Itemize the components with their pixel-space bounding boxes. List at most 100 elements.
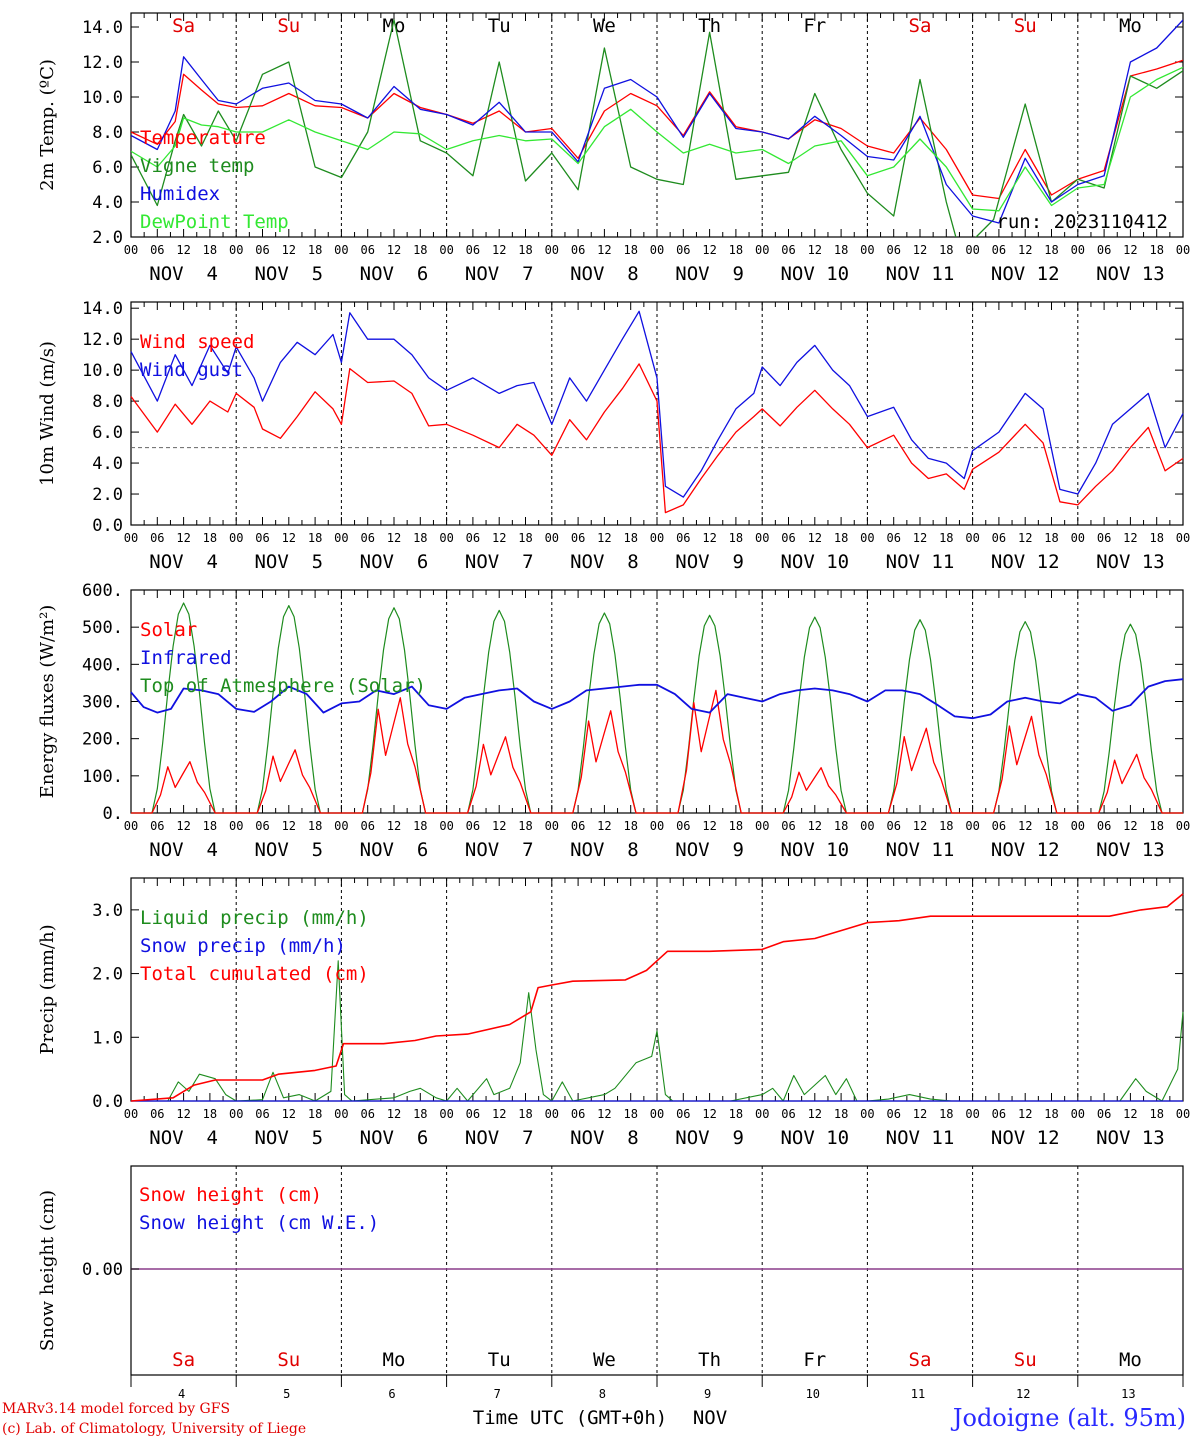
hour-tick-label: 12 (387, 531, 401, 545)
hour-tick-label: 00 (1176, 243, 1190, 257)
hour-tick-label: 06 (466, 243, 480, 257)
hour-tick-label: 12 (387, 1107, 401, 1121)
hour-tick-label: 12 (176, 819, 190, 833)
date-label: NOV 7 (465, 1127, 534, 1149)
series-line-wind-speed (130, 363, 1184, 514)
weekday-label: We (593, 1349, 616, 1371)
y-tick-label: 0.0 (92, 1092, 123, 1112)
hour-tick-label: 12 (913, 243, 927, 257)
hour-tick-label: 18 (939, 531, 953, 545)
hour-tick-label: 18 (623, 819, 637, 833)
y-axis-label: 10m Wind (m/s) (37, 341, 58, 486)
series-line-wind-gust (130, 310, 1184, 498)
y-tick-label: 2.0 (92, 485, 123, 505)
series-group (131, 19, 1183, 237)
y-tick-label: 10.0 (82, 361, 123, 381)
hour-tick-label: 00 (1176, 1107, 1190, 1121)
date-label: NOV 12 (991, 1127, 1060, 1149)
hour-tick-label: 00 (229, 531, 243, 545)
panel-frame (130, 12, 1184, 238)
hour-tick-label: 12 (702, 1107, 716, 1121)
series-line-infrared (130, 678, 1184, 720)
hour-tick-label: 00 (860, 531, 874, 545)
hour-tick-label: 06 (992, 819, 1006, 833)
hour-tick-label: 06 (150, 819, 164, 833)
y-tick-label: 400. (82, 655, 123, 675)
hour-tick-label: 12 (808, 243, 822, 257)
date-label: NOV 9 (675, 263, 744, 285)
y-tick-label: 100. (82, 767, 123, 787)
hour-tick-label: 06 (992, 531, 1006, 545)
hour-tick-label: 18 (308, 819, 322, 833)
hour-tick-label: 00 (1176, 819, 1190, 833)
hour-tick-label: 18 (518, 531, 532, 545)
weekday-label: Sa (172, 1349, 195, 1371)
series-line-vigne-temp (131, 19, 1183, 237)
y-tick-label: 200. (82, 730, 123, 750)
weekday-label: Tu (488, 1349, 511, 1371)
hour-tick-label: 18 (1044, 243, 1058, 257)
hour-tick-label: 00 (755, 243, 769, 257)
hour-tick-label: 00 (334, 819, 348, 833)
hour-tick-label: 18 (308, 531, 322, 545)
hour-tick-label: 00 (755, 531, 769, 545)
hour-tick-label: 00 (439, 819, 453, 833)
hour-tick-label: 12 (492, 531, 506, 545)
panel-frame (130, 589, 1184, 814)
day-number-label: 10 (806, 1387, 820, 1401)
hour-tick-label: 18 (1149, 531, 1163, 545)
y-tick-label: 10.0 (82, 88, 123, 108)
hour-tick-label: 00 (229, 819, 243, 833)
hour-tick-label: 06 (255, 531, 269, 545)
date-label: NOV 7 (465, 263, 534, 285)
date-label: NOV 9 (675, 1127, 744, 1149)
hour-tick-label: 18 (729, 819, 743, 833)
weekday-label: Mo (383, 1349, 406, 1371)
hour-tick-label: 00 (545, 531, 559, 545)
hour-tick-label: 12 (282, 243, 296, 257)
date-label: NOV 6 (360, 551, 429, 573)
hour-tick-label: 18 (1044, 1107, 1058, 1121)
panel-1: 2.0 4.0 6.0 8.0 10.0 12.0 14.0 2m Temp. (ºC) Sa S… (37, 12, 1190, 285)
date-label: NOV 4 (149, 263, 218, 285)
hour-tick-label: 00 (545, 1107, 559, 1121)
legend-entry: Wind speed (140, 331, 254, 353)
hour-tick-label: 18 (939, 819, 953, 833)
hour-tick-label: 18 (729, 531, 743, 545)
series-line-dewpoint-temp (131, 66, 1183, 212)
date-label: NOV 13 (1096, 551, 1165, 573)
hour-tick-label: 12 (808, 531, 822, 545)
date-label: NOV 13 (1096, 1127, 1165, 1149)
hour-tick-label: 18 (413, 531, 427, 545)
hour-tick-label: 06 (781, 819, 795, 833)
date-label: NOV 11 (886, 1127, 955, 1149)
hour-tick-label: 06 (360, 819, 374, 833)
hour-tick-label: 18 (939, 1107, 953, 1121)
hour-tick-label: 06 (360, 1107, 374, 1121)
date-label: NOV 12 (991, 551, 1060, 573)
hour-tick-label: 00 (860, 1107, 874, 1121)
date-label: NOV 4 (149, 1127, 218, 1149)
date-label: NOV 10 (780, 839, 849, 861)
hour-tick-label: 12 (387, 819, 401, 833)
y-tick-label: 2.0 (92, 228, 123, 248)
hour-tick-label: 18 (834, 243, 848, 257)
day-number-label: 12 (1016, 1387, 1030, 1401)
hour-tick-label: 18 (834, 531, 848, 545)
date-label: NOV 6 (360, 839, 429, 861)
date-label: NOV 6 (360, 1127, 429, 1149)
y-tick-label: 12.0 (82, 53, 123, 73)
hour-tick-label: 18 (518, 1107, 532, 1121)
weekday-label: Sa (172, 15, 195, 37)
panel-frame (130, 301, 1184, 526)
legend-entry: Vigne temp (140, 155, 254, 177)
weekday-label: Sa (909, 15, 932, 37)
hour-tick-label: 06 (1097, 531, 1111, 545)
legend-entry: Snow height (cm W.E.) (139, 1212, 379, 1234)
legend-entry: Snow height (cm) (139, 1184, 322, 1206)
date-label: NOV 8 (570, 551, 639, 573)
hour-tick-label: 12 (808, 819, 822, 833)
hour-tick-label: 12 (702, 243, 716, 257)
panel-4: 0.0 1.0 2.0 3.0 Precip (mm/h) Liquid precip (… (37, 877, 1190, 1149)
date-label: NOV 8 (570, 839, 639, 861)
